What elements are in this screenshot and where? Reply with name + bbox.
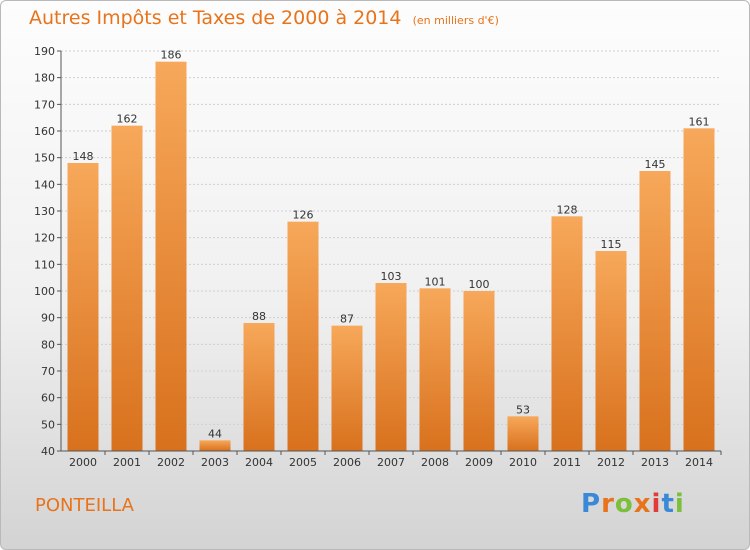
bar-value-label: 53	[516, 403, 530, 416]
bar	[595, 251, 627, 451]
x-tick-label: 2000	[69, 456, 97, 469]
chart-title-unit: (en milliers d'€)	[412, 14, 499, 27]
bar	[243, 323, 275, 451]
y-tick-label: 90	[41, 312, 55, 325]
logo-letter: r	[601, 489, 615, 519]
y-tick-label: 50	[41, 418, 55, 431]
x-tick-label: 2004	[245, 456, 273, 469]
bar	[683, 128, 715, 451]
y-tick-label: 170	[34, 98, 55, 111]
x-tick-label: 2009	[465, 456, 493, 469]
bar	[331, 325, 363, 451]
logo-letter: i	[674, 489, 685, 519]
y-tick-label: 40	[41, 445, 55, 458]
bar	[639, 171, 671, 451]
bar-value-label: 162	[117, 113, 138, 126]
bar-value-label: 145	[645, 158, 666, 171]
bar	[551, 216, 583, 451]
x-tick-label: 2006	[333, 456, 361, 469]
logo-letter: o	[614, 489, 634, 519]
y-tick-label: 80	[41, 338, 55, 351]
y-tick-label: 100	[34, 285, 55, 298]
bar-value-label: 126	[293, 209, 314, 222]
bar	[419, 288, 451, 451]
bar-value-label: 186	[161, 49, 182, 62]
bar	[111, 125, 143, 452]
bar-value-label: 128	[557, 203, 578, 216]
x-tick-label: 2008	[421, 456, 449, 469]
y-tick-label: 140	[34, 178, 55, 191]
bar-value-label: 115	[601, 238, 622, 251]
x-tick-label: 2007	[377, 456, 405, 469]
y-tick-label: 190	[34, 45, 55, 58]
x-tick-label: 2010	[509, 456, 537, 469]
bar-value-label: 101	[425, 275, 446, 288]
bar	[199, 440, 231, 451]
chart-title-main: Autres Impôts et Taxes de 2000 à 2014	[29, 7, 402, 29]
bars: 148 162 186 44 88 126 87 103 101 100 53 128 115 145 16…	[67, 49, 715, 452]
chart-title: Autres Impôts et Taxes de 2000 à 2014 (e…	[29, 7, 499, 29]
bar	[67, 163, 99, 451]
logo-letter: t	[661, 489, 675, 519]
bar-value-label: 87	[340, 313, 354, 326]
y-tick-label: 60	[41, 392, 55, 405]
y-tick-label: 180	[34, 72, 55, 85]
logo-letter: x	[633, 489, 652, 519]
x-tick-label: 2005	[289, 456, 317, 469]
bar-value-label: 44	[208, 427, 222, 440]
bar	[287, 221, 319, 451]
logo-letter: i	[651, 489, 662, 519]
bar-value-label: 148	[73, 150, 94, 163]
y-tick-label: 110	[34, 258, 55, 271]
bar-value-label: 103	[381, 270, 402, 283]
commune-name: PONTEILLA	[35, 495, 134, 516]
bar-value-label: 88	[252, 310, 266, 323]
bar	[375, 283, 407, 451]
y-tick-label: 130	[34, 205, 55, 218]
bar-value-label: 100	[469, 278, 490, 291]
axes: 40 50 60 70 80 90 100 110 120 130 140 150 160 170 180 1…	[34, 45, 722, 469]
bar	[463, 291, 495, 451]
bar	[155, 61, 187, 452]
x-tick-label: 2012	[597, 456, 625, 469]
x-tick-label: 2014	[685, 456, 713, 469]
y-tick-label: 70	[41, 365, 55, 378]
x-tick-label: 2011	[553, 456, 581, 469]
bar-value-label: 161	[689, 115, 710, 128]
y-tick-label: 160	[34, 125, 55, 138]
x-tick-label: 2013	[641, 456, 669, 469]
y-tick-label: 150	[34, 152, 55, 165]
x-tick-label: 2003	[201, 456, 229, 469]
proxiti-logo[interactable]: Proxiti	[581, 489, 685, 519]
bar	[507, 416, 539, 451]
logo-letter: P	[581, 489, 602, 519]
y-tick-label: 120	[34, 232, 55, 245]
x-tick-label: 2002	[157, 456, 185, 469]
x-tick-label: 2001	[113, 456, 141, 469]
